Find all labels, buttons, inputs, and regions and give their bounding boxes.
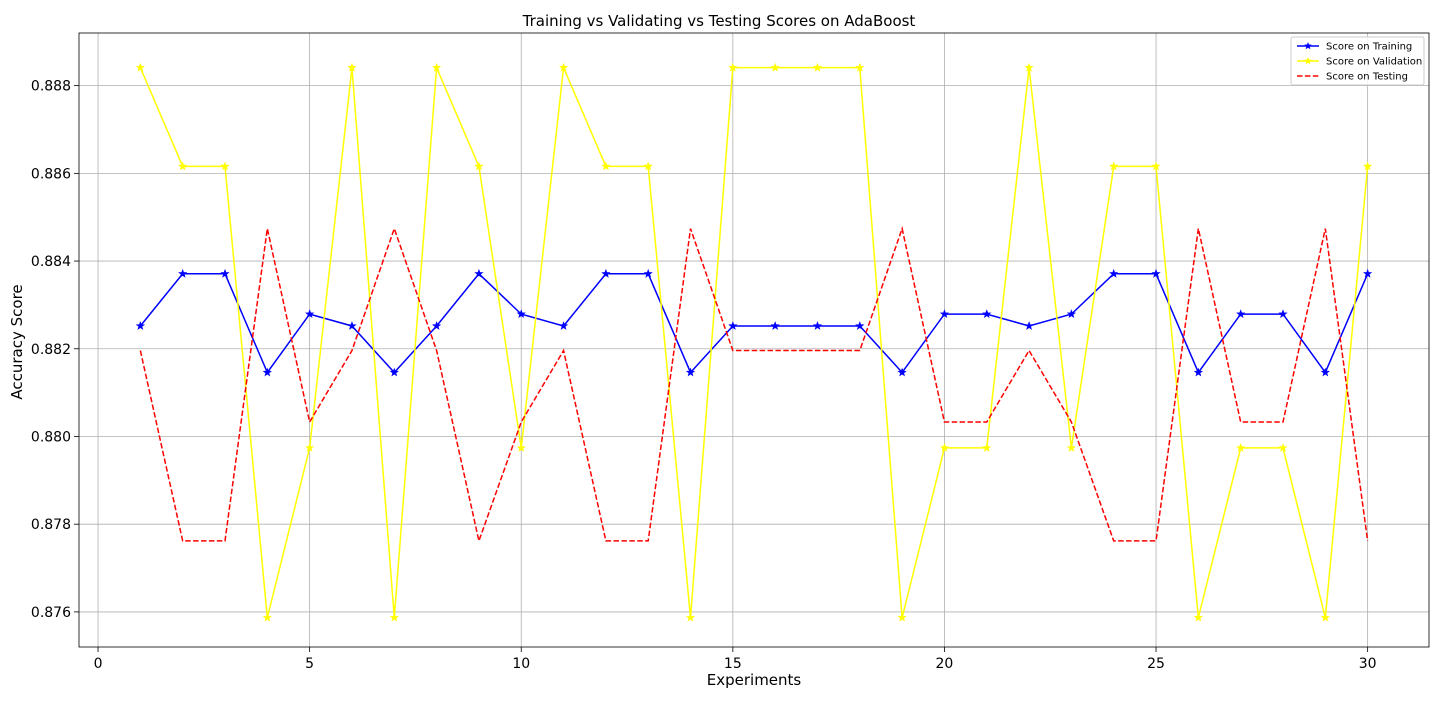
y-tick-label: 0.888 xyxy=(31,79,71,95)
data-point xyxy=(1024,62,1034,72)
legend-label: Score on Training xyxy=(1326,42,1412,53)
data-point xyxy=(1278,309,1288,319)
data-point xyxy=(1024,321,1034,330)
series-score-on-training xyxy=(135,268,1373,377)
data-point xyxy=(1320,612,1330,622)
legend-label: Score on Testing xyxy=(1326,72,1408,83)
x-tick-label: 5 xyxy=(305,656,314,672)
data-point xyxy=(728,62,738,72)
x-tick-label: 10 xyxy=(512,656,530,672)
data-point xyxy=(1236,443,1246,452)
chart-title: Training vs Validating vs Testing Scores… xyxy=(522,12,916,30)
series-score-on-validation xyxy=(135,62,1373,622)
data-point xyxy=(939,309,950,319)
data-point xyxy=(897,367,907,377)
data-point xyxy=(1363,161,1373,171)
x-axis-label: Experiments xyxy=(707,671,802,689)
x-tick-label: 0 xyxy=(94,656,103,672)
y-tick-label: 0.876 xyxy=(31,605,71,621)
x-tick-label: 30 xyxy=(1359,656,1377,672)
data-point xyxy=(135,62,145,72)
data-point xyxy=(982,309,992,319)
grid-lines xyxy=(79,33,1429,647)
data-point xyxy=(1278,443,1288,452)
data-point xyxy=(897,612,907,622)
legend-box xyxy=(1290,36,1425,86)
axes-frame xyxy=(78,32,1430,648)
data-point xyxy=(601,161,611,171)
data-point xyxy=(855,321,865,330)
data-point xyxy=(1193,367,1203,377)
series-layer xyxy=(135,62,1373,622)
x-tick-label: 25 xyxy=(1147,656,1165,672)
series-line xyxy=(139,272,1369,374)
data-point xyxy=(347,62,357,72)
data-point xyxy=(516,309,526,319)
data-point xyxy=(1066,309,1077,319)
data-point xyxy=(431,321,442,330)
data-point xyxy=(1109,161,1119,171)
data-point xyxy=(474,161,484,171)
data-point xyxy=(1151,268,1161,278)
data-point xyxy=(220,268,230,278)
data-point xyxy=(1236,309,1246,319)
data-point xyxy=(770,62,780,72)
legend-item: Score on Training xyxy=(1297,42,1412,53)
data-point xyxy=(1066,443,1077,452)
y-tick-label: 0.884 xyxy=(31,254,71,270)
data-point xyxy=(685,367,696,377)
legend: Score on Training Score on Validation Scor… xyxy=(1290,36,1425,86)
data-point xyxy=(643,268,653,278)
data-point xyxy=(262,612,272,622)
data-point xyxy=(389,612,399,622)
data-point xyxy=(1151,161,1161,171)
data-point xyxy=(347,321,357,330)
data-point xyxy=(939,443,950,452)
data-point xyxy=(812,321,823,330)
data-point xyxy=(643,161,653,171)
data-point xyxy=(431,62,442,72)
data-point xyxy=(305,443,315,452)
data-point xyxy=(601,268,611,278)
x-tick-label: 15 xyxy=(724,656,742,672)
y-tick-label: 0.886 xyxy=(31,166,71,182)
data-point xyxy=(474,268,484,278)
data-point xyxy=(262,367,272,377)
legend-label: Score on Validation xyxy=(1326,57,1422,68)
series-line xyxy=(139,225,1369,544)
legend-item: Score on Validation xyxy=(1297,57,1422,68)
y-tick-label: 0.880 xyxy=(31,429,71,445)
series-score-on-testing xyxy=(139,225,1369,544)
legend-marker xyxy=(1303,56,1313,65)
data-point xyxy=(728,321,738,330)
y-tick-label: 0.878 xyxy=(31,517,71,533)
data-point xyxy=(982,443,992,452)
data-point xyxy=(1109,268,1119,278)
data-point xyxy=(135,321,145,330)
legend-marker xyxy=(1303,41,1313,50)
data-point xyxy=(558,321,569,330)
data-point xyxy=(178,161,188,171)
data-point xyxy=(685,612,696,622)
data-point xyxy=(516,443,526,452)
data-point xyxy=(855,62,865,72)
y-axis-label: Accuracy Score xyxy=(8,284,26,399)
data-point xyxy=(1363,268,1373,278)
data-point xyxy=(178,268,188,278)
data-point xyxy=(1193,612,1203,622)
data-point xyxy=(220,161,230,171)
series-line xyxy=(139,64,1369,618)
y-tick-label: 0.882 xyxy=(31,342,71,358)
tick-marks: 0 5 10 15 20 25 30 0.876 0.878 0.880 0.882 0.884 0.8… xyxy=(31,79,1377,672)
data-point xyxy=(389,367,399,377)
data-point xyxy=(1320,367,1330,377)
data-point xyxy=(558,62,569,72)
data-point xyxy=(305,309,315,319)
x-tick-label: 20 xyxy=(936,656,954,672)
legend-item: Score on Testing xyxy=(1297,72,1408,83)
data-point xyxy=(812,62,823,72)
data-point xyxy=(770,321,780,330)
